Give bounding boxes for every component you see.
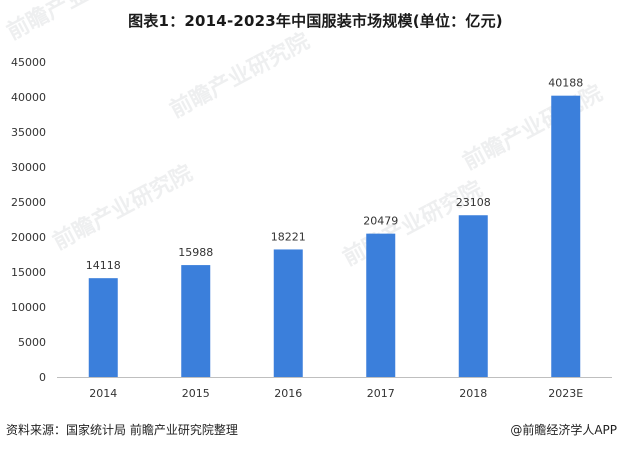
y-tick-label: 5000 — [18, 336, 46, 349]
y-axis-ticks: 0 5000 10000 15000 20000 25000 30000 35000 40000… — [11, 56, 46, 384]
x-tick-label: 2017 — [367, 387, 395, 400]
bar — [458, 215, 488, 377]
y-tick-label: 30000 — [11, 161, 46, 174]
x-tick-label: 2016 — [274, 387, 302, 400]
chart-title: 图表1：2014-2023年中国服装市场规模(单位：亿元) — [128, 12, 503, 30]
x-axis-ticks: 2014 2015 2016 2017 2018 2023E — [89, 387, 583, 400]
data-label: 20479 — [363, 215, 398, 228]
data-labels: 14118 15988 18221 20479 23108 40188 — [86, 77, 584, 272]
watermark: 前瞻产业研究院 — [459, 80, 607, 175]
y-tick-label: 25000 — [11, 196, 46, 209]
y-tick-label: 45000 — [11, 56, 46, 69]
bar — [88, 278, 118, 377]
watermark: 前瞻产业研究院 — [166, 28, 314, 123]
y-tick-label: 10000 — [11, 301, 46, 314]
y-tick-label: 15000 — [11, 266, 46, 279]
data-label: 15988 — [178, 246, 213, 259]
bar — [551, 95, 581, 378]
watermark: 前瞻产业研究院 — [49, 160, 197, 255]
x-tick-label: 2018 — [459, 387, 487, 400]
bar — [181, 265, 211, 377]
data-label: 23108 — [456, 196, 491, 209]
y-tick-label: 0 — [39, 371, 46, 384]
y-tick-label: 35000 — [11, 126, 46, 139]
brand-credit: @前瞻经济学人APP — [510, 423, 617, 437]
bars — [88, 95, 581, 378]
x-tick-label: 2023E — [548, 387, 583, 400]
x-tick-label: 2014 — [89, 387, 117, 400]
bar — [273, 249, 303, 377]
data-label: 18221 — [271, 230, 306, 243]
y-tick-label: 20000 — [11, 231, 46, 244]
bar — [366, 233, 396, 377]
data-label: 40188 — [548, 77, 583, 90]
y-tick-label: 40000 — [11, 91, 46, 104]
x-tick-label: 2015 — [182, 387, 210, 400]
watermark: 前瞻产业研究院 — [3, 0, 151, 45]
source-note: 资料来源：国家统计局 前瞻产业研究院整理 — [6, 423, 238, 437]
data-label: 14118 — [86, 259, 121, 272]
